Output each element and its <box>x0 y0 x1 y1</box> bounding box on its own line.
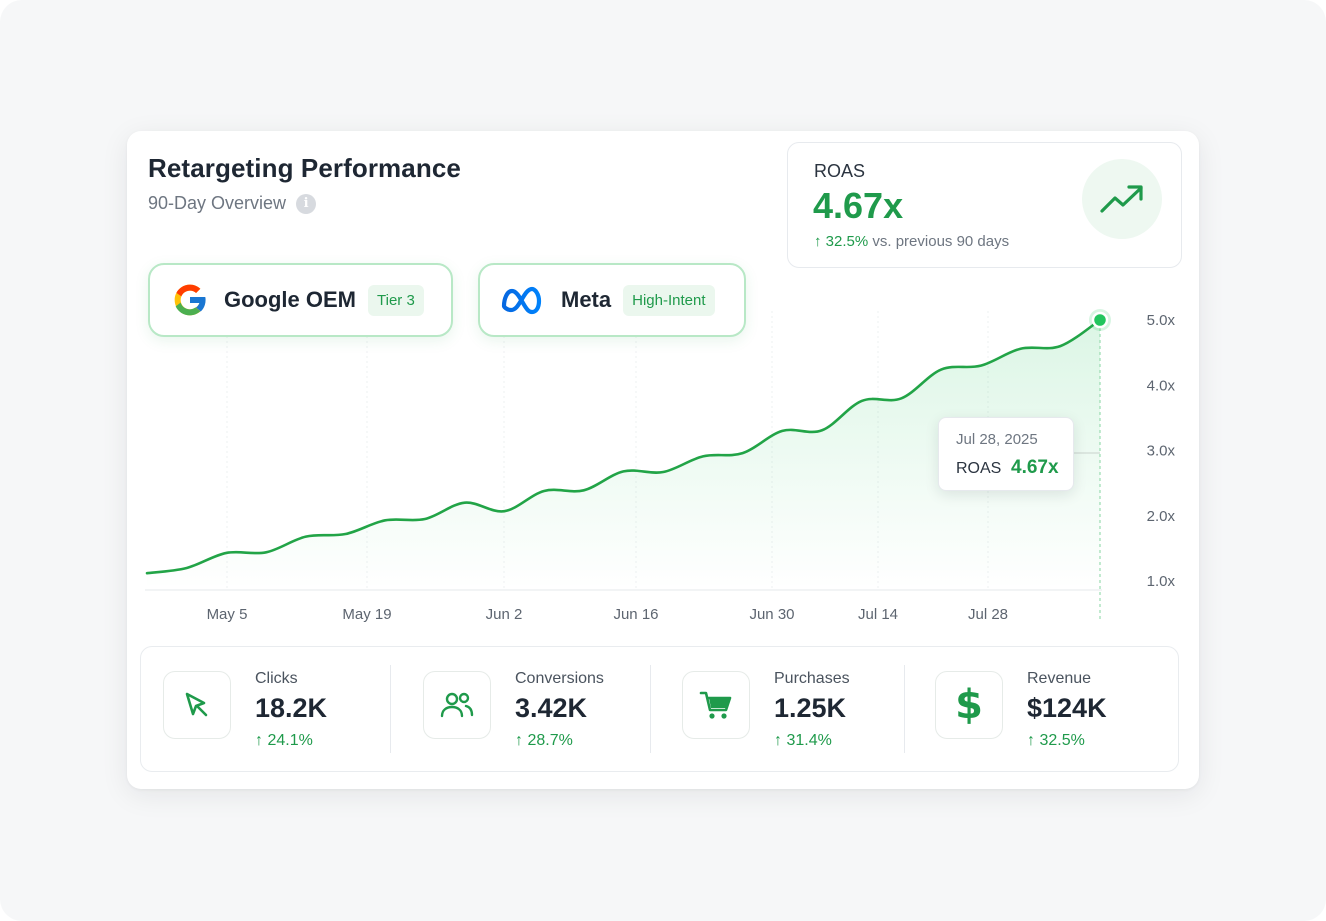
roas-label: ROAS <box>814 161 866 181</box>
stat-clicks-label: Clicks <box>255 670 298 687</box>
y-tick-label: 4.0x <box>1147 377 1176 394</box>
stat-conversions-value: 3.42K <box>515 693 588 723</box>
stat-conversions[interactable]: Conversions 3.42K ↑ 28.7% <box>423 647 643 771</box>
roas-area <box>147 320 1100 589</box>
cart-icon <box>682 671 750 739</box>
stat-purchases-label: Purchases <box>774 670 850 687</box>
roas-change: ↑ 32.5% vs. previous 90 days <box>814 233 1009 250</box>
stat-conversions-label: Conversions <box>515 670 604 687</box>
trend-up-icon <box>1082 159 1162 239</box>
stat-divider <box>904 665 905 753</box>
stat-divider <box>390 665 391 753</box>
tooltip-value: 4.67x <box>1011 457 1059 478</box>
stat-clicks-value: 18.2K <box>255 693 328 723</box>
x-axis-ticks: May 5 May 19 Jun 2 Jun 16 Jun 30 Jul 14 Jul 28 <box>207 606 1008 623</box>
dollar-icon: $ <box>935 671 1003 739</box>
stat-revenue-change: ↑ 32.5% <box>1027 732 1085 749</box>
stat-clicks-change: ↑ 24.1% <box>255 732 313 749</box>
platform-meta-name: Meta <box>561 287 612 312</box>
stat-purchases-change: ↑ 31.4% <box>774 732 832 749</box>
subtitle-row: 90-Day Overview i <box>148 193 317 214</box>
x-tick-label: May 5 <box>207 606 248 623</box>
stat-revenue[interactable]: $ Revenue $124K ↑ 32.5% <box>935 647 1165 771</box>
performance-card: Retargeting Performance 90-Day Overview … <box>127 131 1199 789</box>
endpoint-dot <box>1091 311 1109 329</box>
stats-bar: Clicks 18.2K ↑ 24.1% Conversions 3.42K ↑… <box>140 646 1179 772</box>
x-tick-label: Jun 30 <box>749 606 794 623</box>
platform-meta-tag: High-Intent <box>623 284 715 316</box>
meta-logo <box>499 285 547 315</box>
page-title: Retargeting Performance <box>148 153 461 183</box>
stat-divider <box>650 665 651 753</box>
tooltip-label: ROAS <box>956 460 1002 477</box>
platform-google[interactable]: Google OEM Tier 3 <box>148 263 453 337</box>
x-tick-label: Jun 2 <box>486 606 523 623</box>
platform-google-tag: Tier 3 <box>368 284 424 316</box>
y-axis-ticks: 1.0x 2.0x 3.0x 4.0x 5.0x <box>1147 312 1176 590</box>
roas-change-value: ↑ 32.5% <box>814 233 869 250</box>
platform-google-name: Google OEM <box>224 287 356 312</box>
x-tick-label: Jul 28 <box>968 606 1008 623</box>
roas-change-suffix: vs. previous 90 days <box>872 233 1010 250</box>
stat-revenue-value: $124K <box>1027 693 1107 723</box>
x-tick-label: Jun 16 <box>613 606 658 623</box>
platform-meta[interactable]: Meta High-Intent <box>478 263 746 337</box>
x-tick-label: Jul 14 <box>858 606 898 623</box>
roas-chart: May 5 May 19 Jun 2 Jun 16 Jun 30 Jul 14 Jul 28… <box>145 309 1176 623</box>
y-tick-label: 3.0x <box>1147 443 1176 460</box>
roas-summary: ROAS 4.67x ↑ 32.5% vs. previous 90 days <box>787 142 1182 268</box>
stat-revenue-label: Revenue <box>1027 670 1092 687</box>
stat-conversions-change: ↑ 28.7% <box>515 732 573 749</box>
google-logo <box>170 280 210 320</box>
tooltip-date: Jul 28, 2025 <box>956 431 1038 448</box>
roas-value: 4.67x <box>813 185 904 226</box>
roas-line <box>145 318 1102 575</box>
stat-clicks[interactable]: Clicks 18.2K ↑ 24.1% <box>163 647 383 771</box>
cursor-icon <box>163 671 231 739</box>
users-icon <box>423 671 491 739</box>
stat-purchases-value: 1.25K <box>774 693 847 723</box>
chart-tooltip: Jul 28, 2025 ROAS 4.67x <box>938 417 1074 491</box>
subtitle: 90-Day Overview <box>148 193 287 213</box>
stat-purchases[interactable]: Purchases 1.25K ↑ 31.4% <box>682 647 902 771</box>
info-icon[interactable]: i <box>296 193 317 214</box>
x-tick-label: May 19 <box>342 606 391 623</box>
y-tick-label: 2.0x <box>1147 508 1176 525</box>
y-tick-label: 1.0x <box>1147 573 1176 590</box>
y-tick-label: 5.0x <box>1147 312 1176 329</box>
